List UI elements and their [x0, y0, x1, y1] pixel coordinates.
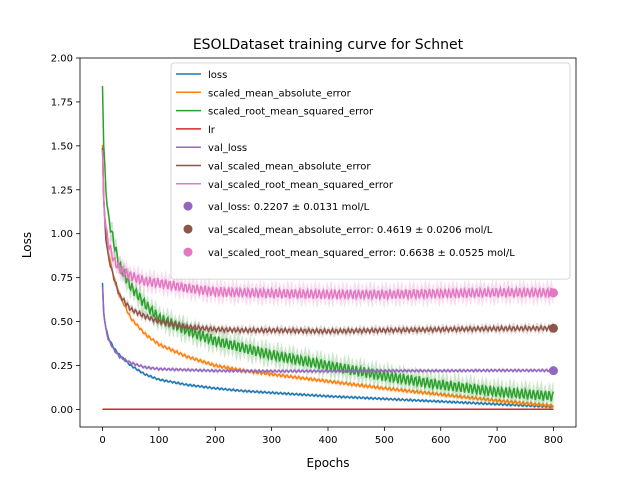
- y-tick-label: 0.00: [51, 405, 73, 416]
- series-line-val-scaled-root-mean-squared-error: [101, 150, 555, 302]
- y-tick-label: 1.00: [51, 229, 73, 240]
- final-marker-1: [548, 366, 558, 376]
- x-tick-label: 400: [318, 435, 337, 446]
- legend-label: lr: [208, 125, 216, 136]
- chart-title: ESOLDataset training curve for Schnet: [193, 37, 464, 53]
- series-line-scaled-root-mean-squared-error: [101, 86, 555, 402]
- x-tick-label: 600: [431, 435, 450, 446]
- y-tick-label: 1.25: [51, 185, 73, 196]
- series-line-val-loss: [101, 286, 555, 374]
- y-tick-label: 0.25: [51, 361, 73, 372]
- x-tick-label: 200: [206, 435, 225, 446]
- plot-area: [101, 75, 558, 412]
- series-band-val-scaled-mean-absolute-error: [102, 143, 554, 338]
- y-tick-label: 0.75: [51, 273, 73, 284]
- legend-box: [170, 62, 571, 280]
- x-tick-label: 100: [149, 435, 168, 446]
- series-line-loss: [101, 282, 555, 409]
- x-axis-label: Epochs: [307, 456, 350, 470]
- legend-label: scaled_mean_absolute_error: [208, 88, 352, 99]
- y-tick-label: 1.75: [51, 97, 73, 108]
- legend-label: val_scaled_mean_absolute_error: [208, 162, 371, 173]
- final-marker-2: [548, 323, 558, 333]
- final-marker-3: [548, 288, 558, 298]
- legend-swatch-marker: [183, 201, 193, 211]
- legend-label: val_loss: [208, 143, 247, 154]
- axes: 0 100 200 300 400 500 600 700 800 0.00 0.25 0.50 0.7…: [51, 54, 577, 446]
- legend-swatch-marker: [183, 247, 193, 257]
- x-tick-label: 0: [99, 435, 105, 446]
- legend-label: val_scaled_root_mean_squared_error: 0.66…: [208, 248, 515, 259]
- y-axis-label: Loss: [20, 232, 34, 258]
- y-tick-label: 2.00: [51, 54, 73, 65]
- legend-label: val_scaled_mean_absolute_error: 0.4619 ±…: [208, 225, 493, 236]
- legend-label: val_loss: 0.2207 ± 0.0131 mol/L: [208, 202, 370, 213]
- x-tick-label: 700: [488, 435, 507, 446]
- legend-label: loss: [208, 70, 227, 81]
- y-tick-label: 1.50: [51, 141, 73, 152]
- legend-label: val_scaled_root_mean_squared_error: [208, 180, 394, 191]
- series-line-scaled-mean-absolute-error: [101, 144, 554, 409]
- x-tick-label: 800: [544, 435, 563, 446]
- y-tick-label: 0.50: [51, 317, 73, 328]
- legend-label: scaled_root_mean_squared_error: [208, 107, 374, 118]
- legend: loss scaled_mean_absolute_error scaled_roo…: [170, 62, 571, 280]
- x-tick-label: 500: [375, 435, 394, 446]
- x-tick-label: 300: [262, 435, 281, 446]
- series-line-val-scaled-mean-absolute-error: [101, 147, 554, 336]
- legend-swatch-marker: [183, 224, 193, 234]
